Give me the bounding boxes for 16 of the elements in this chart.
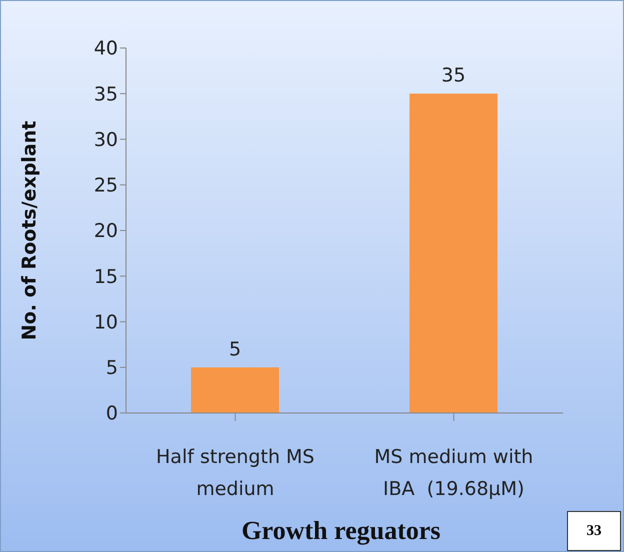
y-tick-label: 25: [94, 174, 118, 197]
y-tick-label: 20: [94, 220, 118, 242]
y-tick-label: 5: [106, 357, 118, 380]
x-tick-label: Half strength MS medium: [156, 446, 314, 500]
y-tick-label: 15: [94, 266, 118, 288]
x-axis-title: Growth reguators: [240, 516, 442, 546]
y-tick-label: 40: [94, 38, 118, 60]
data-label: 35: [441, 64, 466, 87]
y-tick-label: 10: [94, 311, 118, 334]
y-tick-label: 0: [106, 402, 118, 425]
data-label: 5: [228, 338, 242, 360]
x-tick-label: MS medium with IBA (19.68µM): [374, 446, 534, 500]
y-axis-title: No. of Roots/explant: [18, 120, 41, 340]
y-tick-label: 35: [94, 83, 118, 106]
text: 33: [567, 511, 621, 551]
y-tick-label: 30: [94, 128, 118, 151]
